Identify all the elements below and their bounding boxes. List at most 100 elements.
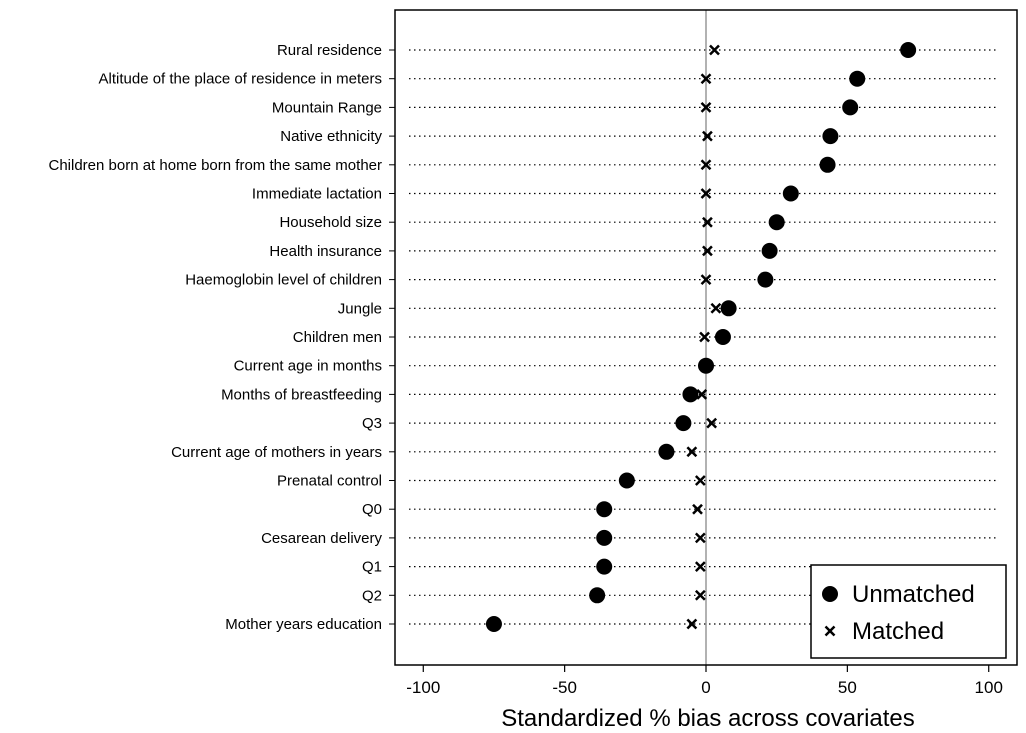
category-label: Cesarean delivery <box>261 530 382 547</box>
matched-point <box>700 102 712 113</box>
matched-point <box>699 331 710 343</box>
matched-point-stroke <box>700 73 712 85</box>
matched-point-stroke <box>700 159 712 171</box>
unmatched-point <box>596 529 613 546</box>
matched-point-stroke <box>694 561 706 572</box>
matched-point-stroke <box>694 475 706 486</box>
x-tick-label: 50 <box>838 678 857 697</box>
matched-point <box>686 446 698 458</box>
legend-label: Unmatched <box>852 581 975 608</box>
category-label: Current age in months <box>234 358 382 375</box>
category-label: Health insurance <box>269 243 382 260</box>
matched-point <box>700 159 712 171</box>
x-tick-label: 100 <box>975 678 1003 697</box>
matched-point-stroke <box>694 532 706 544</box>
matched-point-stroke <box>702 130 713 142</box>
matched-point-stroke <box>702 245 713 257</box>
unmatched-point <box>682 386 699 403</box>
unmatched-point <box>596 501 613 518</box>
unmatched-point <box>849 70 866 87</box>
category-label: Jungle <box>338 300 382 317</box>
matched-point-stroke <box>706 417 718 429</box>
matched-point <box>694 475 706 486</box>
unmatched-point <box>589 587 606 604</box>
matched-point-stroke <box>700 274 712 285</box>
matched-point <box>686 618 698 630</box>
legend-marker-unmatched <box>822 586 838 602</box>
matched-point <box>692 503 703 515</box>
matched-point-stroke <box>699 331 710 343</box>
x-axis-title: Standardized % bias across covariates <box>501 705 915 732</box>
category-label: Children men <box>293 329 382 346</box>
matched-point-stroke <box>696 389 708 400</box>
matched-point <box>706 417 718 429</box>
matched-point-stroke <box>702 216 713 228</box>
unmatched-point <box>768 214 785 231</box>
category-label: Altitude of the place of residence in me… <box>99 71 383 88</box>
matched-point-stroke <box>686 446 698 458</box>
matched-point-stroke <box>700 102 712 113</box>
category-label: Immediate lactation <box>252 186 382 203</box>
x-tick-label: 0 <box>701 678 710 697</box>
category-label: Q1 <box>362 559 382 576</box>
legend: Unmatched Matched <box>810 564 1007 659</box>
unmatched-point <box>822 128 839 145</box>
x-axis: -100 -50 0 50 100 <box>406 665 1003 697</box>
matched-point <box>694 561 706 572</box>
category-label: Q2 <box>362 587 382 604</box>
category-label: Children born at home born from the same… <box>49 157 383 174</box>
matched-point-stroke <box>692 503 703 515</box>
x-tick-label: -50 <box>552 678 577 697</box>
unmatched-point <box>842 99 859 116</box>
unmatched-point <box>618 472 635 489</box>
category-label: Prenatal control <box>277 473 382 490</box>
category-label: Native ethnicity <box>280 128 382 145</box>
category-label: Rural residence <box>277 42 382 59</box>
matched-point <box>702 245 713 257</box>
unmatched-point <box>658 443 675 460</box>
category-label: Q3 <box>362 415 382 432</box>
unmatched-point <box>900 42 917 58</box>
matched-point <box>702 130 713 142</box>
category-labels: Rural residence Altitude of the place of … <box>49 42 383 633</box>
legend-box <box>810 564 1007 659</box>
legend-marker-matched <box>824 625 836 637</box>
unmatched-point <box>761 242 778 259</box>
unmatched-point <box>675 415 692 432</box>
unmatched-point <box>757 271 774 288</box>
unmatched-point <box>714 329 731 345</box>
matched-point <box>696 389 708 400</box>
matched-point <box>710 302 722 314</box>
matched-point-stroke <box>686 618 698 630</box>
category-label: Current age of mothers in years <box>171 444 382 461</box>
unmatched-point <box>596 558 613 575</box>
markers <box>485 42 917 632</box>
gridlines <box>389 49 997 625</box>
matched-point-stroke <box>709 44 720 56</box>
matched-point <box>700 188 712 199</box>
matched-point-stroke <box>700 360 712 372</box>
matched-point <box>700 360 712 372</box>
matched-point-stroke <box>700 188 712 199</box>
matched-point-stroke <box>694 589 706 601</box>
category-label: Mother years education <box>225 616 382 633</box>
matched-point <box>700 274 712 285</box>
matched-point <box>700 73 712 85</box>
legend-label: Matched <box>852 618 944 645</box>
unmatched-point <box>720 300 737 317</box>
category-label: Mountain Range <box>272 99 382 116</box>
matched-point <box>702 216 713 228</box>
category-label: Q0 <box>362 501 382 518</box>
matched-point <box>709 44 720 56</box>
matched-point-stroke <box>710 302 722 314</box>
matched-point <box>694 589 706 601</box>
category-label: Months of breastfeeding <box>221 386 382 403</box>
unmatched-point <box>782 185 799 202</box>
x-tick-label: -100 <box>406 678 440 697</box>
category-label: Household size <box>279 214 382 231</box>
category-label: Haemoglobin level of children <box>185 272 382 289</box>
unmatched-point <box>819 156 836 173</box>
unmatched-point <box>485 616 502 632</box>
legend-marker-matched-stroke <box>824 625 836 637</box>
